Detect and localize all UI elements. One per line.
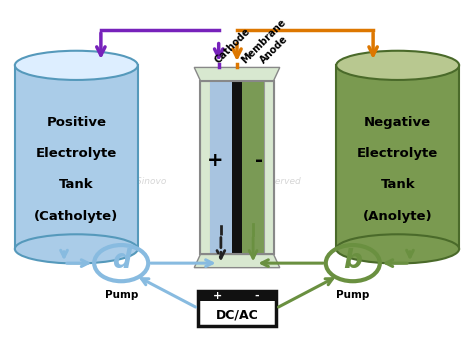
- Text: +: +: [213, 291, 222, 301]
- Bar: [15, 65, 138, 249]
- Text: DC/AC: DC/AC: [216, 308, 258, 321]
- Text: Sinovo                         ghts reserved: Sinovo ghts reserved: [136, 177, 301, 186]
- Text: Positive: Positive: [46, 116, 106, 129]
- Bar: [198, 291, 276, 326]
- Bar: [201, 81, 273, 254]
- Text: (Catholyte): (Catholyte): [34, 210, 118, 223]
- Bar: [232, 81, 242, 254]
- Text: Pump: Pump: [336, 290, 369, 300]
- Text: Tank: Tank: [380, 178, 415, 192]
- Text: Pump: Pump: [105, 290, 138, 300]
- Text: Tank: Tank: [59, 178, 94, 192]
- Ellipse shape: [336, 51, 459, 80]
- Text: d: d: [112, 248, 131, 274]
- Bar: [336, 65, 459, 249]
- Text: Anode: Anode: [258, 34, 290, 65]
- Text: -: -: [254, 291, 259, 301]
- Bar: [210, 81, 232, 254]
- Text: Membrane: Membrane: [239, 17, 288, 65]
- Ellipse shape: [15, 51, 138, 80]
- Text: +: +: [207, 151, 223, 170]
- Polygon shape: [194, 254, 280, 268]
- Ellipse shape: [15, 234, 138, 263]
- Text: -: -: [255, 151, 263, 170]
- Text: (Anolyte): (Anolyte): [363, 210, 432, 223]
- Bar: [264, 81, 273, 254]
- Text: Electrolyte: Electrolyte: [36, 147, 117, 160]
- Bar: [242, 81, 264, 254]
- Text: b: b: [343, 248, 362, 274]
- Ellipse shape: [336, 234, 459, 263]
- Bar: [201, 81, 210, 254]
- Text: Cathode: Cathode: [213, 26, 252, 65]
- Text: Negative: Negative: [364, 116, 431, 129]
- Text: Electrolyte: Electrolyte: [357, 147, 438, 160]
- Polygon shape: [194, 67, 280, 81]
- Bar: [198, 291, 276, 301]
